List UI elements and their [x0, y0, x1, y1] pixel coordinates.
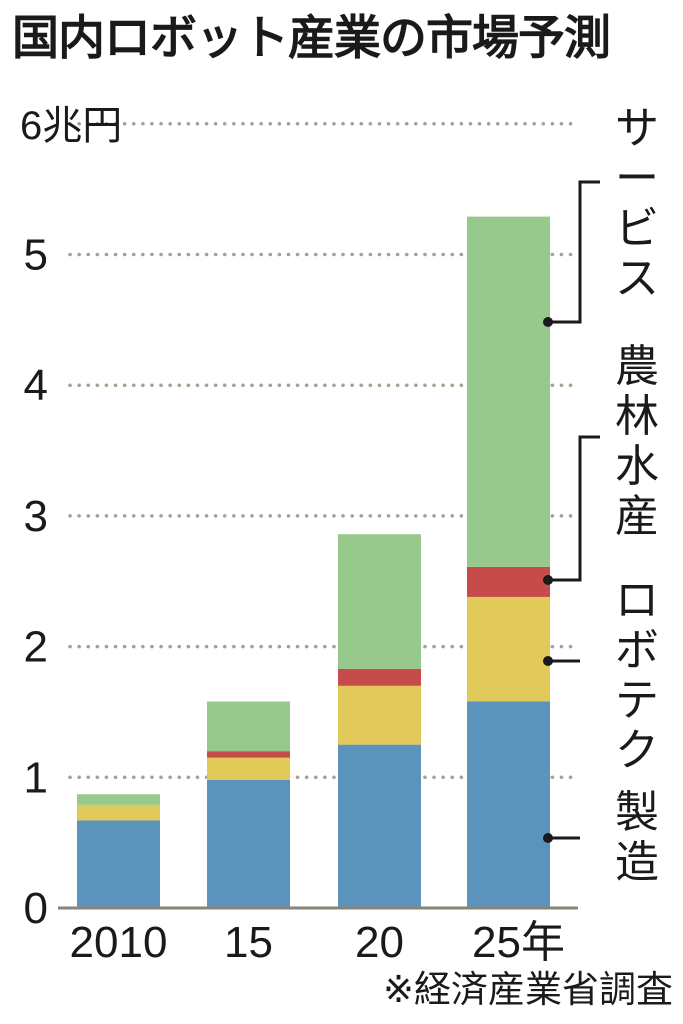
- source-note: ※経済産業省調査: [382, 968, 673, 1011]
- legend-label-service: サ ー ビ ス: [615, 103, 659, 304]
- bar-segment: [467, 566, 550, 597]
- bar-segment: [77, 794, 160, 805]
- legend-label-agriculture: 農 林 水 産: [615, 341, 659, 542]
- bar-segment: [338, 534, 421, 669]
- bar-segment: [338, 668, 421, 686]
- bar-segment: [467, 216, 550, 567]
- bar-segment: [207, 701, 290, 752]
- bar-segment: [207, 757, 290, 780]
- y-tick-label: 5: [24, 231, 48, 280]
- grid-lines: [68, 122, 580, 780]
- y-tick-label: 0: [24, 884, 48, 933]
- bar-segment: [338, 685, 421, 745]
- legend-leader-line: [548, 435, 600, 582]
- bar-segment: [467, 596, 550, 702]
- y-tick-label: 6兆円: [20, 104, 122, 148]
- legend-leader-dot: [543, 575, 553, 585]
- y-tick-label: 4: [24, 361, 48, 410]
- bar-segment: [207, 779, 290, 908]
- legend-leader-dot: [543, 317, 553, 327]
- bar-segment: [207, 751, 290, 758]
- bar-segment: [338, 744, 421, 908]
- bar-stacks: [77, 216, 550, 908]
- bar-segment: [77, 804, 160, 821]
- x-tick-label: 25年: [472, 918, 565, 967]
- y-tick-label: 3: [24, 492, 48, 541]
- x-tick-label: 20: [355, 918, 404, 967]
- y-tick-labels: 0 1 2 3 4 5 6兆円: [20, 104, 122, 933]
- x-tick-label: 2010: [70, 918, 168, 967]
- legend-label-manufacturing: 製 造: [615, 787, 659, 888]
- legend-leader-line: [548, 180, 600, 324]
- y-tick-label: 1: [24, 753, 48, 802]
- bar-segment: [467, 701, 550, 908]
- x-tick-label: 15: [224, 918, 273, 967]
- legend-leaders: [543, 180, 600, 843]
- y-tick-label: 2: [24, 623, 48, 672]
- x-tick-labels: 2010 15 20 25年: [70, 918, 565, 967]
- bar-segment: [77, 820, 160, 908]
- chart-title: 国内ロボット産業の市場予測: [12, 11, 611, 66]
- legend-leader-dot: [543, 833, 553, 843]
- legend-leader-dot: [543, 656, 553, 666]
- legend-label-robotech: ロ ボ テ ク: [615, 575, 659, 776]
